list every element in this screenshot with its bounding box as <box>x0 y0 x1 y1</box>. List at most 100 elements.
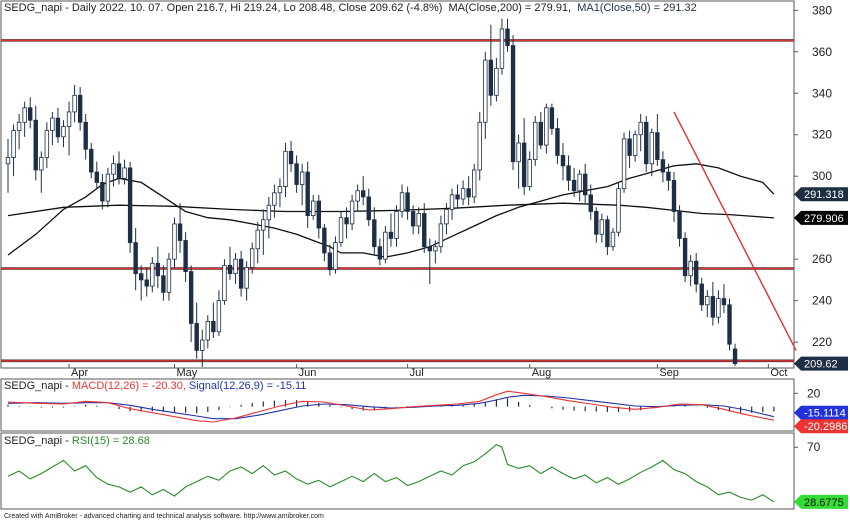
candle-8 <box>50 111 55 146</box>
candle-107 <box>599 213 605 243</box>
candle-body-14 <box>83 121 88 150</box>
candle-body-103 <box>577 173 582 192</box>
candle-body-7 <box>44 130 50 158</box>
candle-42 <box>238 250 244 297</box>
candle-46 <box>261 209 266 256</box>
candle-48 <box>272 184 277 218</box>
candle-106 <box>594 207 599 243</box>
candle-body-38 <box>216 300 222 333</box>
candle-body-97 <box>544 107 549 146</box>
candle-body-113 <box>632 134 638 156</box>
candle-body-27 <box>155 262 161 277</box>
candle-body-54 <box>305 171 310 217</box>
candle-body-94 <box>527 159 532 187</box>
candle-121 <box>677 205 682 247</box>
macd-panel: 20 SEDG_napi - MACD(12,26) = -20.30, Sign… <box>0 378 848 434</box>
rsi-name: SEDG_napi <box>4 435 62 447</box>
candle-0 <box>5 138 11 193</box>
price-tick-label-4: 300 <box>812 169 832 183</box>
candle-116 <box>649 128 654 177</box>
candle-70 <box>394 205 399 247</box>
candle-128 <box>716 290 721 324</box>
candle-body-18 <box>105 173 111 202</box>
candle-14 <box>83 113 88 160</box>
footer-credit: Created with AmiBroker - advanced charti… <box>4 513 324 520</box>
candle-body-120 <box>671 179 677 212</box>
candle-body-96 <box>538 121 543 146</box>
candle-body-13 <box>77 94 83 123</box>
candle-body-92 <box>516 142 521 163</box>
candle-41 <box>233 252 238 285</box>
candle-56 <box>316 194 321 239</box>
candle-130 <box>727 298 732 351</box>
price-tick-label-2: 260 <box>812 252 832 266</box>
macd-badge: -20.2986 <box>794 419 848 434</box>
candle-57 <box>322 223 327 262</box>
candle-10 <box>61 120 66 148</box>
macd-badges: -15.1114-20.2986 <box>794 405 848 434</box>
candle-body-1 <box>11 130 16 158</box>
candle-20 <box>116 151 122 185</box>
rsi-header: SEDG_napi - RSI(15) = 28.68 <box>4 435 150 447</box>
trendline <box>673 111 797 351</box>
candle-58 <box>327 244 333 276</box>
candle-body-131 <box>732 348 738 365</box>
candle-body-19 <box>111 163 116 175</box>
candle-body-24 <box>138 273 144 281</box>
candle-12 <box>72 84 77 123</box>
candle-body-4 <box>27 107 33 121</box>
candle-126 <box>705 290 710 318</box>
month-axis: Apr May Jun Jul Aug Sep Oct <box>68 364 787 379</box>
candle-112 <box>627 130 632 168</box>
candle-body-61 <box>344 217 349 225</box>
candle-body-107 <box>599 219 605 235</box>
candle-15 <box>89 143 94 179</box>
candle-131 <box>732 343 738 367</box>
candle-body-28 <box>161 275 166 293</box>
candle-103 <box>577 169 582 202</box>
candle-body-45 <box>255 229 260 250</box>
candle-body-41 <box>233 258 238 275</box>
signal-badge-bg <box>794 405 848 420</box>
candle-body-11 <box>66 111 72 127</box>
candle-95 <box>533 116 538 166</box>
ma50-header: MA1(Close,50) = 291.32 <box>577 2 697 14</box>
candle-body-21 <box>122 167 127 179</box>
candle-body-17 <box>100 182 105 202</box>
ma200-line <box>7 202 774 219</box>
candle-18 <box>105 167 111 208</box>
candle-body-110 <box>616 188 621 233</box>
price-tick-label-0: 220 <box>812 335 832 349</box>
candle-body-104 <box>583 173 588 196</box>
candle-51 <box>288 140 294 173</box>
candle-body-81 <box>455 194 460 200</box>
candle-79 <box>444 203 449 235</box>
candle-body-126 <box>705 296 710 306</box>
candle-122 <box>682 232 688 282</box>
candle-body-25 <box>144 279 149 287</box>
candle-100 <box>560 143 566 181</box>
candle-118 <box>660 151 666 183</box>
candle-body-125 <box>699 283 704 306</box>
candle-115 <box>644 116 649 173</box>
candles <box>5 18 738 367</box>
rsi-line <box>7 443 775 503</box>
candle-body-128 <box>716 298 721 318</box>
candle-78 <box>438 215 444 253</box>
candle-body-44 <box>249 248 255 268</box>
candle-101 <box>566 155 571 191</box>
candle-38 <box>216 290 222 336</box>
candle-body-65 <box>366 196 371 221</box>
candle-34 <box>194 302 199 359</box>
macd-tick-label: 20 <box>807 386 821 400</box>
candle-13 <box>77 87 83 131</box>
candle-84 <box>471 163 477 204</box>
candle-body-122 <box>682 238 688 277</box>
price-tick-label-7: 360 <box>812 45 832 59</box>
candle-body-130 <box>727 304 732 345</box>
candle-body-34 <box>194 323 199 351</box>
candle-body-56 <box>316 200 321 229</box>
candle-64 <box>360 176 366 206</box>
candle-69 <box>388 213 394 247</box>
macd-line <box>7 390 775 423</box>
